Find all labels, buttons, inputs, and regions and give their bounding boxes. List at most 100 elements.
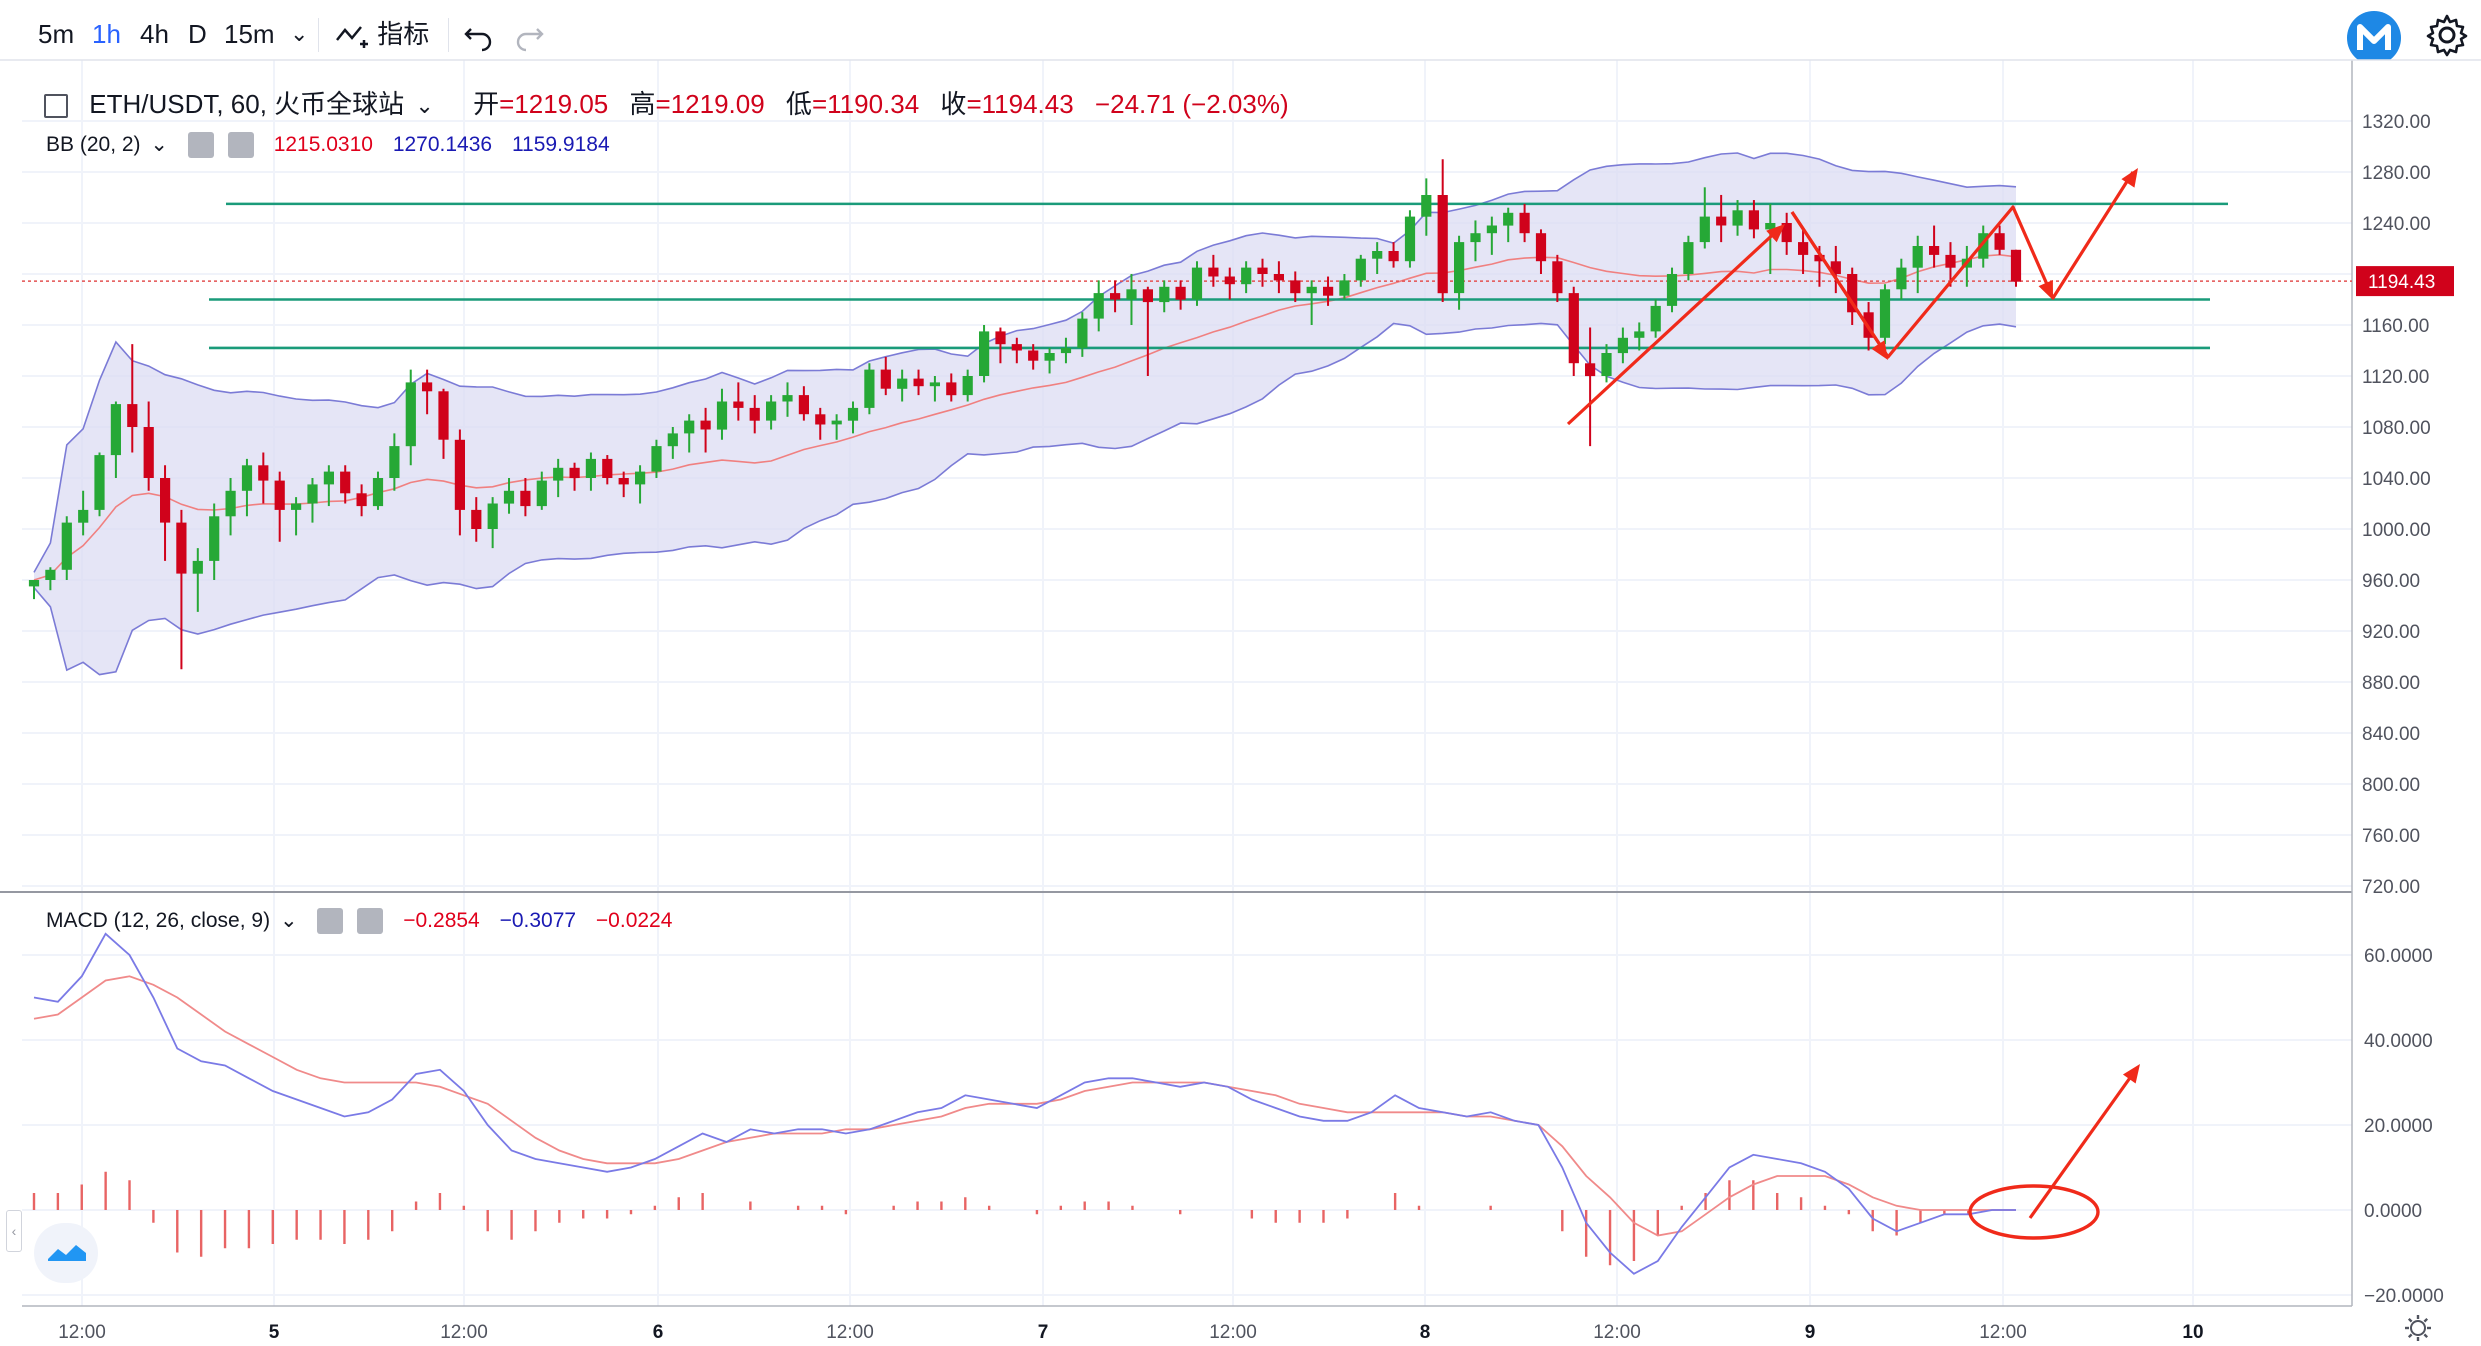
candle-body [389,446,400,478]
high-label: 高 [629,89,656,119]
candle-body [1208,267,1219,277]
time-tick-label: 12:00 [440,1322,488,1343]
candle-body [1716,216,1727,226]
interval-1h[interactable]: 1h [92,19,121,49]
candle-body [847,407,859,421]
tradingview-logo-button[interactable] [34,1223,98,1283]
candle-body [1486,225,1497,234]
candle-body [1011,344,1022,351]
candle-body [307,484,318,504]
bb-label[interactable]: BB (20, 2) [46,133,141,156]
bb-remove-icon[interactable] [227,132,254,159]
axis-settings-icon [2405,1315,2431,1341]
symbol-dropdown-icon[interactable]: ⌄ [415,93,434,118]
macd-tick-label: 40.0000 [2364,1031,2433,1052]
candle-body [356,493,367,507]
bb-legend: BB (20, 2) ⌄ 1215.0310 1270.1436 1159.91… [46,132,624,159]
candle-body [1175,286,1186,300]
bb-settings-icon[interactable] [187,132,214,159]
candle-body [1617,337,1628,354]
current-price-badge [2356,266,2454,297]
candle-body [45,569,56,580]
bb-upper-value: 1270.1436 [392,133,493,156]
price-tick-label: 720.00 [2362,877,2420,898]
candle-body [716,401,728,430]
candle-body [209,516,220,561]
macd-signal-line [33,975,2016,1237]
interval-d[interactable]: D [188,19,207,49]
candle-body [78,509,89,523]
price-tick-label: 760.00 [2362,826,2420,847]
macd-value: −0.3077 [499,909,577,932]
candle-body [422,382,433,392]
highlight-ellipse [1968,1184,2100,1240]
candle-body [962,376,973,396]
macd-remove-icon[interactable] [357,908,384,935]
macd-label[interactable]: MACD (12, 26, close, 9) [46,909,271,932]
candle-body [520,490,531,507]
candle-body [225,490,236,517]
candle-body [700,420,711,430]
candle-body [1060,348,1072,354]
bollinger-upper-line [33,152,2017,573]
price-tick-label: 960.00 [2362,571,2420,592]
candle-body [979,331,990,376]
candle-body [127,404,138,427]
redo-icon [516,28,544,52]
candle-body [1454,242,1465,294]
candle-body [1306,286,1317,294]
interval-15m[interactable]: 15m [224,19,275,49]
macd-dropdown-icon[interactable]: ⌄ [279,909,298,932]
indicators-button[interactable]: 指标 [334,14,429,54]
candle-body [110,404,121,456]
interval-5m[interactable]: 5m [38,19,75,49]
price-tick-label: 880.00 [2362,673,2420,694]
candle-body [61,522,72,570]
low-value: =1190.34 [811,89,920,119]
candle-body [1093,293,1104,319]
undo-button[interactable] [462,14,496,54]
interval-4h[interactable]: 4h [140,19,169,49]
candle-body [1798,242,1809,255]
time-tick-label: 9 [1805,1322,1816,1343]
candle-body [1879,289,1891,338]
price-tick-label: 1040.00 [2362,469,2431,490]
time-tick-label: 12:00 [1593,1322,1641,1343]
candle-body [323,471,334,485]
open-value: =1219.05 [499,89,609,119]
candle-body [274,480,285,510]
candle-body [438,391,449,440]
candle-body [1634,331,1645,338]
collapse-handle-icon[interactable]: ‹ [6,1210,22,1252]
candle-body [454,439,465,510]
symbol-label[interactable]: ETH/USDT, 60, 火币全球站 [89,89,405,119]
candle-body [1404,216,1416,262]
settings-button[interactable] [2424,12,2470,57]
candle-body [1699,216,1710,243]
axis-settings-icon-tooth [2407,1317,2413,1323]
candle-body [1748,210,1759,230]
axis-settings-icon-tooth [2423,1317,2429,1323]
interval-dropdown-icon[interactable]: ⌄ [290,21,309,46]
price-tick-label: 1000.00 [2362,520,2431,541]
zigzag-down-head [1871,340,1888,360]
candle-body [258,465,269,481]
macd-settings-icon[interactable] [317,908,344,935]
zigzag-down-line [1790,211,1890,358]
trend-arrow-line [1566,226,1782,426]
price-tick-label: 1080.00 [2362,418,2431,439]
time-tick-label: 10 [2182,1322,2203,1343]
candle-body [1781,223,1792,243]
redo-button[interactable] [512,14,546,54]
candle-body [1535,233,1547,262]
collapse-legend-icon[interactable] [44,94,68,119]
candle-body [1683,242,1694,274]
toolbar-divider [448,18,449,52]
time-tick-label: 7 [1038,1322,1049,1343]
chart-toolbar: 5m 1h 4h D 15m ⌄ 指标 [0,0,2481,70]
candle-body [1994,233,2005,250]
bb-dropdown-icon[interactable]: ⌄ [150,133,168,156]
macd-tick-label: 20.0000 [2364,1116,2433,1137]
brand-logo[interactable] [2346,10,2402,65]
